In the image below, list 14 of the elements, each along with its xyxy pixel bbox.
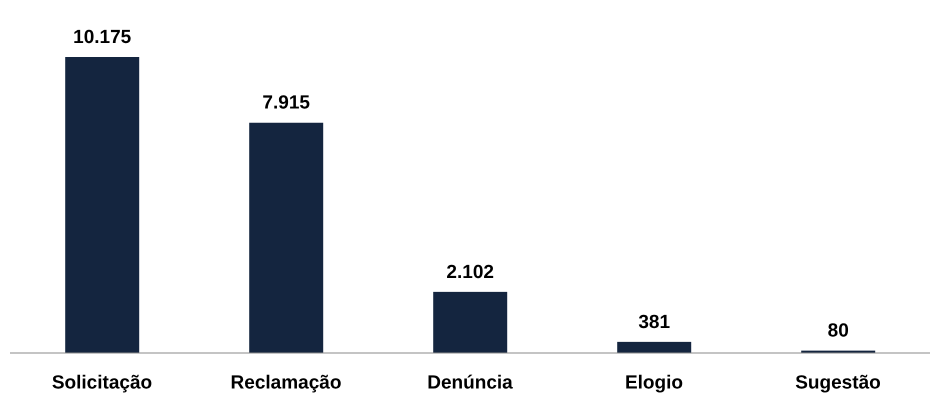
data-label: 80 bbox=[828, 320, 849, 342]
data-label: 10.175 bbox=[73, 27, 132, 48]
bar bbox=[433, 292, 508, 353]
x-tick-label: Reclamação bbox=[230, 372, 342, 394]
bar bbox=[65, 57, 140, 353]
bar bbox=[617, 342, 692, 353]
x-tick-label: Elogio bbox=[624, 372, 684, 394]
x-tick-label: Sugestão bbox=[795, 372, 881, 394]
bar bbox=[249, 122, 324, 353]
x-tick-label: Denúncia bbox=[427, 372, 514, 394]
x-tick-label: Solicitação bbox=[52, 372, 152, 394]
data-label: 2.102 bbox=[446, 262, 494, 283]
data-label: 381 bbox=[638, 312, 670, 333]
data-label: 7.915 bbox=[262, 92, 310, 114]
